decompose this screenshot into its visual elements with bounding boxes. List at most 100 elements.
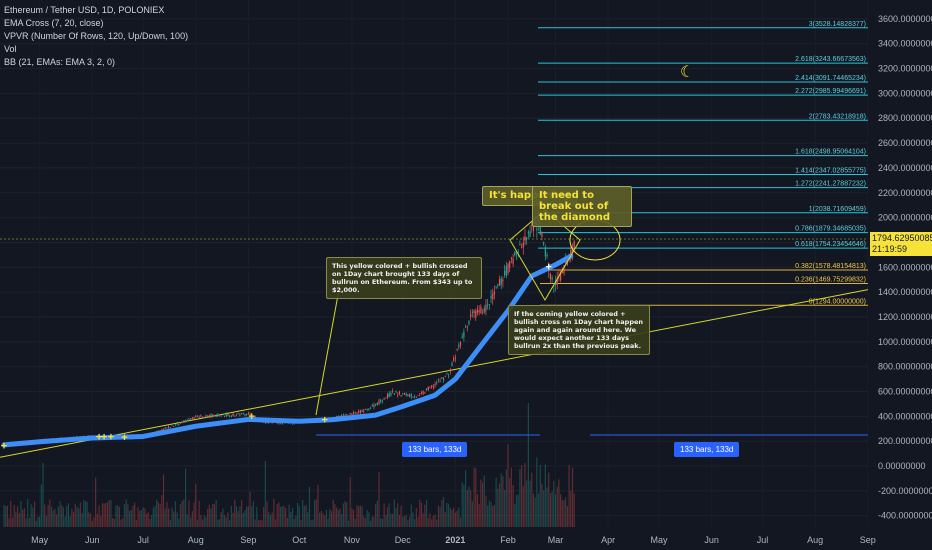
volume-bar <box>446 502 448 527</box>
candle-body <box>419 393 421 395</box>
volume-bar <box>400 505 402 527</box>
volume-bar <box>285 508 287 527</box>
note-right[interactable]: If the coming yellow colored + bullish c… <box>508 305 650 355</box>
candle-body <box>201 416 204 419</box>
candle-body <box>448 375 450 377</box>
volume-bar <box>242 513 244 527</box>
candle-body <box>427 386 429 390</box>
buy-cross-marker: + <box>121 432 127 444</box>
candle-body <box>373 404 375 408</box>
volume-bar <box>66 506 68 527</box>
volume-bar <box>459 517 462 527</box>
legend-bb[interactable]: BB (21, EMAs: EMA 3, 2, 0) <box>4 57 116 67</box>
volume-bar <box>487 505 489 527</box>
candle-body <box>514 251 516 256</box>
candle-body <box>497 284 499 286</box>
volume-bar <box>54 508 56 527</box>
fib-label: 1.414(2347.02855775) <box>795 167 866 174</box>
volume-bar <box>205 517 207 527</box>
volume-bar <box>341 513 343 527</box>
candle-body <box>571 248 574 253</box>
volume-bar <box>320 510 322 527</box>
candle-body <box>536 228 538 230</box>
volume-bar <box>169 519 171 527</box>
volume-bar <box>11 517 14 527</box>
y-tick-label: -200.00000000 <box>878 486 932 496</box>
volume-bar <box>44 504 46 527</box>
candle-body <box>208 415 210 417</box>
candle-body <box>388 393 390 397</box>
bars-badge-left-text: 133 bars, 133d <box>408 445 462 454</box>
note-left[interactable]: This yellow colored + bullish crossed on… <box>326 257 482 299</box>
legend-ema[interactable]: EMA Cross (7, 20, close) <box>4 18 104 28</box>
volume-bar <box>18 512 20 527</box>
volume-bar <box>95 477 97 527</box>
note-break-out[interactable]: It need to break out of the diamond <box>532 186 632 227</box>
candle-body <box>553 290 555 292</box>
candle-body <box>168 426 170 428</box>
volume-bar <box>458 507 460 527</box>
buy-cross-marker: + <box>322 414 328 426</box>
volume-bar <box>431 519 433 527</box>
candle-body <box>249 413 251 416</box>
candle-body <box>432 386 434 388</box>
candle-body <box>364 409 367 410</box>
volume-bar <box>45 515 48 527</box>
x-tick-label: Jun <box>704 535 719 545</box>
legend-vpvr[interactable]: VPVR (Number Of Rows, 120, Up/Down, 100) <box>4 31 189 41</box>
buy-cross-marker: + <box>1 441 7 453</box>
volume-bar <box>520 465 523 527</box>
bars-badge-right[interactable]: 133 bars, 133d <box>674 442 740 457</box>
volume-bar <box>347 520 350 527</box>
volume-bar <box>106 502 109 527</box>
candle-body <box>464 326 467 328</box>
volume-bar <box>276 503 278 527</box>
y-tick-label: 3400.00000000 <box>878 39 932 49</box>
volume-bar <box>334 504 336 527</box>
candle-body <box>183 420 185 423</box>
candle-body <box>361 410 363 412</box>
candle-body <box>381 400 384 402</box>
volume-bar <box>271 512 273 527</box>
candle-body <box>203 417 205 419</box>
volume-bar <box>444 512 446 527</box>
volume-bar <box>234 499 236 527</box>
candle-body <box>476 309 479 313</box>
volume-bar <box>539 465 541 527</box>
candle-body <box>417 395 419 397</box>
volume-bar <box>369 520 372 527</box>
candle-body <box>444 376 446 378</box>
bars-badge-left[interactable]: 133 bars, 133d <box>402 442 468 457</box>
candle-body <box>485 304 487 312</box>
candle-body <box>492 293 494 300</box>
volume-bar <box>159 503 161 527</box>
legend-vol[interactable]: Vol <box>4 44 17 54</box>
volume-bar <box>20 501 22 527</box>
volume-bar <box>213 504 216 527</box>
volume-bar <box>198 500 200 527</box>
y-tick-label: 1400.00000000 <box>878 287 932 297</box>
candle-body <box>386 394 389 398</box>
buy-cross-marker: + <box>96 431 102 443</box>
fib-label: 0.786(1879.34685035) <box>795 226 866 233</box>
volume-bar <box>537 493 540 527</box>
candle-body <box>171 425 173 427</box>
y-tick-label: 3000.00000000 <box>878 88 932 98</box>
candle-body <box>344 415 346 417</box>
volume-bar <box>98 505 100 527</box>
volume-bar <box>488 500 490 527</box>
volume-bar <box>190 517 192 527</box>
candle-body <box>173 425 175 427</box>
y-tick-label: 2600.00000000 <box>878 138 932 148</box>
volume-bar <box>339 508 341 527</box>
legend-symbol[interactable]: Ethereum / Tether USD, 1D, POLONIEX <box>4 5 165 15</box>
candle-body <box>549 273 552 279</box>
candle-body <box>371 405 373 407</box>
volume-bar <box>344 501 346 527</box>
volume-bar <box>201 519 204 527</box>
volume-bar <box>532 493 535 527</box>
ema-series-line <box>1 253 574 448</box>
x-tick-label: Apr <box>601 535 615 545</box>
buy-cross-marker: + <box>101 431 107 443</box>
